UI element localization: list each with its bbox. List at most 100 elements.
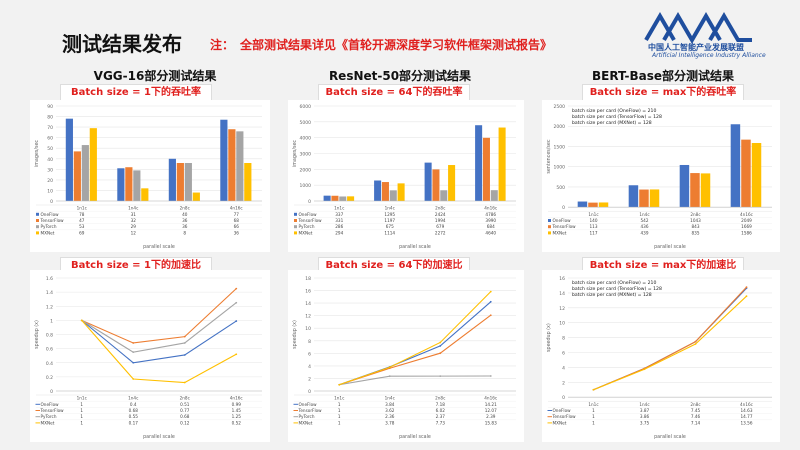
x-tick-label: 2n8c bbox=[690, 212, 701, 217]
legend-entry: MXNet bbox=[299, 420, 313, 425]
data-label: 675 bbox=[386, 224, 394, 229]
data-label: 1 bbox=[338, 414, 341, 419]
data-label: 331 bbox=[335, 218, 343, 223]
data-label: 1 bbox=[80, 414, 83, 419]
legend-entry: OneFlow bbox=[553, 408, 572, 413]
bar-tensorflow bbox=[381, 182, 389, 201]
bar-pytorch bbox=[389, 190, 397, 201]
data-label: 113 bbox=[590, 224, 598, 229]
y-tick-label: 0.4 bbox=[46, 361, 53, 367]
y-tick-label: 30 bbox=[47, 167, 53, 173]
y-tick-label: 6000 bbox=[300, 104, 312, 110]
data-label: 47 bbox=[79, 218, 85, 223]
data-label: 6.02 bbox=[436, 408, 446, 413]
data-label: 140 bbox=[590, 218, 598, 223]
chart-annotation: batch size per card (MXNet) = 128 bbox=[572, 292, 652, 298]
legend-entry: OneFlow bbox=[41, 402, 60, 407]
y-tick-label: 0 bbox=[50, 199, 53, 205]
point-mxnet bbox=[132, 378, 135, 380]
bar-mxnet bbox=[751, 142, 762, 208]
bar-pytorch bbox=[133, 170, 141, 201]
chart-annotation: batch size per card (TensorFlow) = 128 bbox=[572, 114, 662, 120]
x-tick-label: 2n8c bbox=[435, 206, 446, 211]
bar-oneflow bbox=[168, 158, 176, 201]
data-label: 13.56 bbox=[741, 420, 753, 425]
legend-swatch bbox=[294, 225, 297, 229]
data-label: 0.12 bbox=[180, 420, 190, 425]
vgg16-column-title: VGG-16部分测试结果 bbox=[93, 69, 217, 83]
data-label: 1043 bbox=[690, 218, 701, 223]
data-label: 2.37 bbox=[436, 414, 446, 419]
y-tick-label: 10 bbox=[559, 321, 565, 327]
bert-speedup-chart: 0 2 4 6 8 10 12 14 16 speedup (x) batch size per c… bbox=[542, 270, 780, 442]
chart-annotation: batch size per card (MXNet) = 128 bbox=[572, 120, 652, 126]
vgg16-speedup-chart: 0 0.2 0.4 0.6 0.8 1 1.2 1.4 1.6 speedup (x) 1n1c 1n… bbox=[30, 270, 270, 442]
x-tick-label: 4n16c bbox=[484, 206, 498, 211]
x-tick-label: 1n1c bbox=[588, 402, 599, 407]
bar-tensorflow bbox=[639, 189, 649, 208]
legend-entry: TensorFlow bbox=[40, 408, 65, 413]
point-pytorch bbox=[132, 351, 135, 354]
bar-pytorch bbox=[440, 190, 448, 201]
data-label: 1 bbox=[592, 408, 595, 413]
data-label: 14.21 bbox=[485, 402, 497, 407]
point-mxnet bbox=[439, 341, 442, 344]
point-oneflow bbox=[183, 354, 186, 356]
legend-entry: TensorFlow bbox=[552, 224, 577, 229]
y-tick-label: 500 bbox=[556, 185, 565, 191]
bar-tensorflow bbox=[482, 137, 490, 201]
legend-swatch bbox=[294, 231, 297, 235]
data-label: 3.84 bbox=[385, 402, 395, 407]
legend-swatch bbox=[548, 231, 551, 235]
line-oneflow bbox=[81, 319, 237, 364]
x-tick-label: 2n8c bbox=[180, 396, 191, 401]
point-pytorch bbox=[235, 301, 238, 304]
point-mxnet bbox=[592, 388, 595, 391]
logo-text-cn: 中国人工智能产业发展联盟 bbox=[648, 43, 744, 52]
data-label: 36 bbox=[182, 224, 188, 229]
data-label: 7.46 bbox=[691, 414, 701, 419]
point-mxnet bbox=[643, 368, 646, 371]
point-pytorch bbox=[183, 342, 186, 344]
bar-tensorflow bbox=[690, 173, 700, 208]
legend-entry: PyTorch bbox=[41, 224, 57, 229]
bar-oneflow bbox=[117, 168, 125, 201]
y-tick-label: 4 bbox=[308, 364, 311, 370]
point-tensorflow bbox=[489, 314, 492, 317]
legend-entry: OneFlow bbox=[299, 402, 318, 407]
point-mxnet bbox=[489, 290, 492, 293]
bar-oneflow bbox=[424, 162, 432, 201]
bar-mxnet bbox=[397, 183, 405, 201]
bar-mxnet bbox=[598, 202, 609, 208]
point-tensorflow bbox=[745, 286, 748, 289]
legend-swatch bbox=[36, 231, 39, 235]
data-label: 3.75 bbox=[640, 420, 650, 425]
vgg16-throughput-chart: 0 10 20 30 40 50 60 70 80 90 images/sec 1n1c 1n4c 2n8… bbox=[30, 100, 270, 252]
data-label: 36 bbox=[182, 218, 188, 223]
x-tick-label: 2n8c bbox=[690, 402, 701, 407]
bar-mxnet bbox=[89, 128, 97, 201]
line-tensorflow bbox=[81, 288, 237, 344]
bert-throughput-svg: 0 500 1000 1500 2000 2500 sentences/sec batch s… bbox=[546, 104, 772, 250]
data-label: 1 bbox=[80, 408, 83, 413]
data-label: 1.25 bbox=[232, 414, 242, 419]
bar-mxnet bbox=[498, 127, 506, 201]
data-label: 69 bbox=[79, 230, 85, 235]
y-tick-label: 90 bbox=[47, 104, 53, 110]
y-axis-label: speedup (x) bbox=[292, 320, 298, 349]
point-tensorflow bbox=[694, 340, 697, 343]
data-label: 436 bbox=[641, 224, 649, 229]
y-tick-label: 16 bbox=[559, 276, 565, 282]
data-label: 1295 bbox=[384, 212, 395, 217]
data-label: 1 bbox=[338, 408, 341, 413]
point-tensorflow bbox=[439, 352, 442, 355]
point-oneflow bbox=[235, 320, 238, 322]
data-label: 12 bbox=[131, 230, 137, 235]
x-axis-label: parallel scale bbox=[143, 244, 175, 250]
legend-entry: MXNet bbox=[41, 230, 55, 235]
bar-tensorflow bbox=[331, 195, 339, 201]
x-tick-label: 4n16c bbox=[230, 396, 244, 401]
logo-mark bbox=[644, 12, 752, 44]
y-tick-label: 6 bbox=[562, 351, 565, 357]
y-tick-label: 0 bbox=[562, 205, 565, 211]
